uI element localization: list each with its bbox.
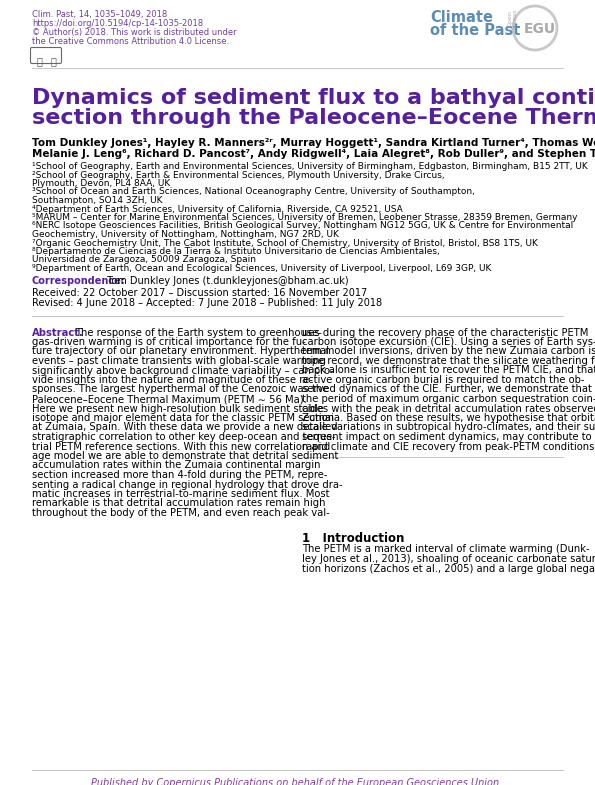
Text: active organic carbon burial is required to match the ob-: active organic carbon burial is required… [302,375,584,385]
Text: Tom Dunkley Jones (t.dunkleyjones@bham.ac.uk): Tom Dunkley Jones (t.dunkleyjones@bham.a… [104,276,349,286]
Text: ture trajectory of our planetary environment. Hyperthermal: ture trajectory of our planetary environ… [32,346,329,356]
Text: Ⓒ: Ⓒ [36,56,42,66]
Text: tope record, we demonstrate that the silicate weathering feed-: tope record, we demonstrate that the sil… [302,356,595,366]
Text: served dynamics of the CIE. Further, we demonstrate that: served dynamics of the CIE. Further, we … [302,385,592,395]
Text: Correspondence:: Correspondence: [32,276,126,286]
Text: events – past climate transients with global-scale warming: events – past climate transients with gl… [32,356,326,366]
Text: https://doi.org/10.5194/cp-14-1035-2018: https://doi.org/10.5194/cp-14-1035-2018 [32,19,203,28]
Text: Tom Dunkley Jones¹, Hayley R. Manners²ʳ, Murray Hoggett¹, Sandra Kirtland Turner: Tom Dunkley Jones¹, Hayley R. Manners²ʳ,… [32,138,595,148]
Text: Published by Copernicus Publications on behalf of the European Geosciences Union: Published by Copernicus Publications on … [92,778,503,785]
Text: EGU: EGU [524,22,556,36]
Text: isotope and major element data for the classic PETM section: isotope and major element data for the c… [32,413,334,423]
Text: Melanie J. Leng⁶, Richard D. Pancost⁷, Andy Ridgwell⁴, Laia Alegret⁸, Rob Duller: Melanie J. Leng⁶, Richard D. Pancost⁷, A… [32,149,595,159]
Text: sponses. The largest hyperthermal of the Cenozoic was the: sponses. The largest hyperthermal of the… [32,385,328,395]
Text: Here we present new high-resolution bulk sediment stable: Here we present new high-resolution bulk… [32,403,324,414]
Text: 1   Introduction: 1 Introduction [302,531,405,545]
Text: ⁸Departamento de Ciencias de la Tierra & Instituto Universitario de Ciencias Amb: ⁸Departamento de Ciencias de la Tierra &… [32,247,440,256]
Text: ues during the recovery phase of the characteristic PETM: ues during the recovery phase of the cha… [302,327,588,338]
Text: ²School of Geography, Earth & Environmental Sciences, Plymouth University, Drake: ²School of Geography, Earth & Environmen… [32,170,444,180]
Text: remarkable is that detrital accumulation rates remain high: remarkable is that detrital accumulation… [32,498,325,509]
Text: trial PETM reference sections. With this new correlation and: trial PETM reference sections. With this… [32,441,330,451]
Text: sequent impact on sediment dynamics, may contribute to the: sequent impact on sediment dynamics, may… [302,432,595,442]
Text: Plymouth, Devon, PL4 8AA, UK: Plymouth, Devon, PL4 8AA, UK [32,179,170,188]
Text: significantly above background climate variability – can pro-: significantly above background climate v… [32,366,334,375]
Text: Received: 22 October 2017 – Discussion started: 16 November 2017: Received: 22 October 2017 – Discussion s… [32,289,367,298]
Text: cides with the peak in detrital accumulation rates observed at: cides with the peak in detrital accumula… [302,403,595,414]
Text: Dynamics of sediment flux to a bathyal continental margin: Dynamics of sediment flux to a bathyal c… [32,88,595,108]
Text: Clim. Past, 14, 1035–1049, 2018: Clim. Past, 14, 1035–1049, 2018 [32,10,167,19]
Text: age model we are able to demonstrate that detrital sediment: age model we are able to demonstrate tha… [32,451,339,461]
Text: Universidad de Zaragoza, 50009 Zaragoza, Spain: Universidad de Zaragoza, 50009 Zaragoza,… [32,255,256,265]
Text: ⁶NERC Isotope Geosciences Facilities, British Geological Survey, Nottingham NG12: ⁶NERC Isotope Geosciences Facilities, Br… [32,221,573,231]
Text: scale variations in subtropical hydro-climates, and their sub-: scale variations in subtropical hydro-cl… [302,422,595,433]
FancyBboxPatch shape [30,48,61,64]
Text: Abstract.: Abstract. [32,327,84,338]
Text: section increased more than 4-fold during the PETM, repre-: section increased more than 4-fold durin… [32,470,327,480]
Text: The PETM is a marked interval of climate warming (Dunk-: The PETM is a marked interval of climate… [302,545,590,554]
Text: matic increases in terrestrial-to-marine sediment flux. Most: matic increases in terrestrial-to-marine… [32,489,330,499]
Text: stratigraphic correlation to other key deep-ocean and terres-: stratigraphic correlation to other key d… [32,432,336,442]
Text: back alone is insufficient to recover the PETM CIE, and that: back alone is insufficient to recover th… [302,366,595,375]
Text: throughout the body of the PETM, and even reach peak val-: throughout the body of the PETM, and eve… [32,508,330,518]
Text: ⓘ: ⓘ [50,56,56,66]
Text: ley Jones et al., 2013), shoaling of oceanic carbonate satura-: ley Jones et al., 2013), shoaling of oce… [302,554,595,564]
Text: gas-driven warming is of critical importance for the fu-: gas-driven warming is of critical import… [32,337,306,347]
Text: at Zumaia, Spain. With these data we provide a new detailed: at Zumaia, Spain. With these data we pro… [32,422,337,433]
Text: Climate: Climate [430,10,493,25]
Text: © Author(s) 2018. This work is distributed under: © Author(s) 2018. This work is distribut… [32,28,237,37]
Text: tion horizons (Zachos et al., 2005) and a large global nega-: tion horizons (Zachos et al., 2005) and … [302,564,595,574]
Text: ³School of Ocean and Earth Sciences, National Oceanography Centre, University of: ³School of Ocean and Earth Sciences, Nat… [32,188,475,196]
Text: Revised: 4 June 2018 – Accepted: 7 June 2018 – Published: 11 July 2018: Revised: 4 June 2018 – Accepted: 7 June … [32,298,382,308]
Text: tem model inversions, driven by the new Zumaia carbon iso-: tem model inversions, driven by the new … [302,346,595,356]
Text: the Creative Commons Attribution 4.0 License.: the Creative Commons Attribution 4.0 Lic… [32,37,229,46]
Text: Zumaia. Based on these results, we hypothesise that orbital-: Zumaia. Based on these results, we hypot… [302,413,595,423]
Text: ¹School of Geography, Earth and Environmental Sciences, University of Birmingham: ¹School of Geography, Earth and Environm… [32,162,588,171]
Text: ⁵MARUM – Center for Marine Environmental Sciences, University of Bremen, Leobene: ⁵MARUM – Center for Marine Environmental… [32,213,578,222]
Text: accumulation rates within the Zumaia continental margin: accumulation rates within the Zumaia con… [32,461,321,470]
Text: ⁹Department of Earth, Ocean and Ecological Sciences, University of Liverpool, Li: ⁹Department of Earth, Ocean and Ecologic… [32,264,491,273]
Text: of the Past: of the Past [430,23,521,38]
Text: senting a radical change in regional hydrology that drove dra-: senting a radical change in regional hyd… [32,480,343,490]
Text: the period of maximum organic carbon sequestration coin-: the period of maximum organic carbon seq… [302,394,595,404]
Text: Open
Access: Open Access [508,8,518,30]
Text: Southampton, SO14 3ZH, UK: Southampton, SO14 3ZH, UK [32,196,162,205]
Text: Paleocene–Eocene Thermal Maximum (PETM ∼ 56 Ma).: Paleocene–Eocene Thermal Maximum (PETM ∼… [32,394,307,404]
Text: carbon isotope excursion (CIE). Using a series of Earth sys-: carbon isotope excursion (CIE). Using a … [302,337,595,347]
Text: Geochemistry, University of Nottingham, Nottingham, NG7 2RD, UK: Geochemistry, University of Nottingham, … [32,230,339,239]
Text: vide insights into the nature and magnitude of these re-: vide insights into the nature and magnit… [32,375,313,385]
Text: rapid climate and CIE recovery from peak-PETM conditions.: rapid climate and CIE recovery from peak… [302,441,595,451]
Text: ⁷Organic Geochemistry Unit, The Cabot Institute, School of Chemistry, University: ⁷Organic Geochemistry Unit, The Cabot In… [32,239,538,247]
Text: ⁴Department of Earth Sciences, University of California, Riverside, CA 92521, US: ⁴Department of Earth Sciences, Universit… [32,205,403,214]
Text: section through the Paleocene–Eocene Thermal Maximum: section through the Paleocene–Eocene The… [32,108,595,128]
Text: The response of the Earth system to greenhouse-: The response of the Earth system to gree… [75,327,322,338]
